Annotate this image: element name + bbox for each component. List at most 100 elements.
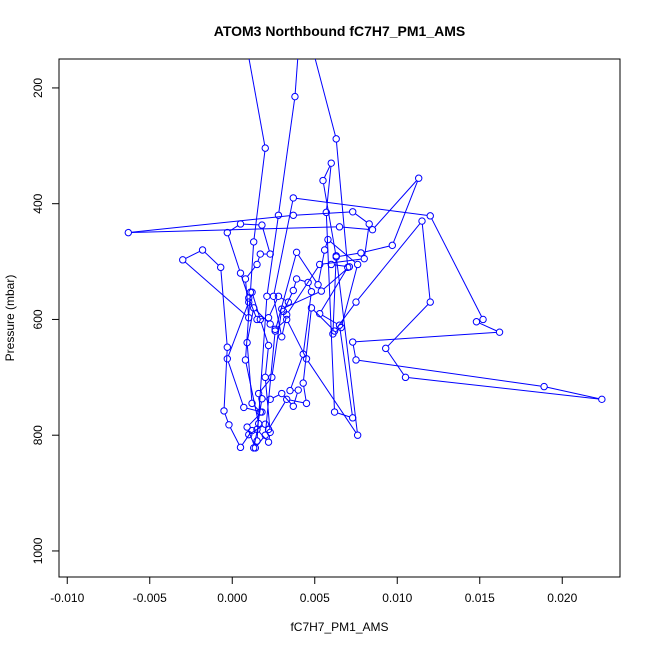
data-point — [349, 338, 357, 346]
series-segment — [296, 197, 428, 216]
series-segment — [339, 328, 353, 415]
series-segment — [339, 252, 358, 257]
series-segment — [229, 225, 239, 232]
series-segment — [342, 226, 370, 230]
series-segment — [271, 312, 282, 375]
series-segment — [387, 350, 405, 375]
series-segment — [269, 298, 278, 316]
data-point — [179, 256, 187, 264]
data-point — [198, 246, 207, 254]
y-axis: 200 400 600 800 1000 — [31, 78, 60, 564]
data-point — [316, 309, 324, 318]
series-segment — [323, 268, 348, 290]
series-segment — [323, 165, 331, 178]
series-segment — [273, 299, 282, 334]
series-segment — [224, 413, 229, 422]
data-point — [302, 355, 311, 363]
data-point — [291, 92, 299, 101]
series-segment — [320, 269, 347, 312]
series-segment — [293, 281, 297, 288]
series-segment — [220, 270, 228, 345]
series-segment — [303, 310, 312, 380]
series-segment — [245, 282, 249, 315]
series-segment — [287, 322, 306, 357]
data-point — [243, 423, 251, 431]
data-point — [269, 292, 278, 300]
series-segment — [289, 399, 304, 404]
series-segment — [281, 317, 287, 334]
series-segment — [330, 241, 356, 263]
series-segment — [293, 392, 298, 404]
data-point — [271, 325, 279, 333]
series-segment — [355, 331, 497, 343]
data-point — [236, 269, 245, 277]
data-point — [426, 212, 434, 220]
series-segment — [303, 294, 312, 352]
series-segment — [241, 432, 251, 446]
data-layer — [124, 4, 606, 452]
data-point — [322, 208, 330, 217]
series-segment — [227, 361, 244, 405]
data-point — [286, 386, 294, 395]
series-segment — [332, 258, 337, 331]
data-point — [324, 235, 332, 244]
data-point — [353, 260, 362, 269]
data-point — [292, 275, 301, 283]
data-point — [236, 443, 245, 452]
series-segment — [303, 386, 307, 401]
y-tick-label: 1000 — [31, 537, 45, 564]
data-point — [598, 395, 606, 404]
data-point — [368, 226, 377, 234]
series-segment — [247, 266, 256, 277]
data-point — [352, 298, 360, 306]
series-segment — [421, 224, 431, 299]
series-segment — [275, 255, 297, 329]
x-tick-label: 0.010 — [382, 591, 412, 605]
y-tick-label: 400 — [31, 193, 45, 213]
data-point — [245, 294, 253, 302]
data-point — [248, 399, 256, 408]
data-point — [388, 241, 396, 250]
series-segment — [260, 379, 271, 392]
data-point — [241, 356, 250, 364]
data-point — [264, 341, 273, 350]
data-point — [261, 373, 269, 382]
data-point — [266, 320, 274, 328]
series-segment — [288, 266, 319, 313]
data-point — [314, 281, 322, 289]
data-point — [298, 4, 304, 10]
chart-title: ATOM3 Northbound fC7H7_PM1_AMS — [214, 23, 466, 39]
series-segment — [335, 142, 348, 265]
data-point — [245, 314, 253, 322]
data-point — [349, 414, 357, 422]
data-point — [261, 431, 269, 439]
data-point — [540, 382, 548, 391]
series-segment — [387, 304, 429, 347]
data-point — [256, 315, 264, 324]
data-point — [316, 260, 324, 269]
data-point — [337, 323, 345, 332]
series-segment — [251, 425, 263, 434]
series-segment — [253, 151, 266, 239]
data-point — [278, 389, 286, 398]
series-segment — [131, 215, 291, 233]
series-segment — [294, 59, 299, 94]
data-point — [253, 260, 261, 269]
series-segment — [204, 251, 219, 266]
data-point — [278, 305, 286, 313]
series-segment — [547, 386, 599, 400]
series-segment — [278, 99, 296, 213]
x-tick-label: 0.000 — [217, 591, 247, 605]
series-segment — [262, 228, 270, 252]
data-point — [357, 249, 365, 257]
series-segment — [260, 322, 269, 343]
data-point — [320, 246, 329, 254]
series-segment — [297, 254, 317, 283]
series-segment — [299, 279, 306, 282]
x-tick-label: 0.015 — [465, 591, 495, 605]
series-segment — [352, 345, 356, 357]
data-point — [223, 228, 232, 237]
data-point — [349, 208, 357, 216]
data-point — [223, 343, 232, 351]
data-point — [258, 395, 266, 403]
